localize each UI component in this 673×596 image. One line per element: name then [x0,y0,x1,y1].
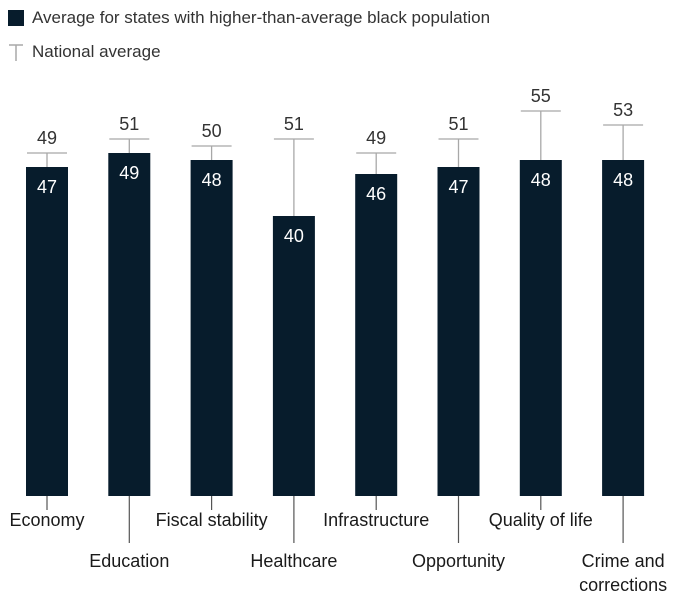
bar-value-label-economy: 47 [37,177,57,197]
legend-swatch-bar [8,10,24,26]
category-label-quality-of-life: Quality of life [489,510,593,530]
legend-item-state-average: Average for states with higher-than-aver… [8,7,490,29]
legend-label-national-average: National average [32,42,161,61]
category-label-healthcare: Healthcare [250,551,337,571]
legend-label-state-average: Average for states with higher-than-aver… [32,8,491,27]
category-label-crime-and-corrections-line1: Crime and [582,551,665,571]
legend-item-national-average: National average [8,41,490,63]
legend-marker-tee-icon [9,44,23,61]
bar-healthcare [272,216,315,496]
national-average-label-crime-and-corrections: 53 [613,100,633,120]
category-label-economy: Economy [9,510,84,530]
national-average-label-healthcare: 51 [284,114,304,134]
bar-value-label-healthcare: 40 [284,226,304,246]
bar-economy [26,167,68,496]
bar-education [108,153,151,496]
category-label-infrastructure: Infrastructure [323,510,429,530]
bar-crime-and-corrections [602,160,645,496]
bar-value-label-opportunity: 47 [448,177,468,197]
national-average-label-infrastructure: 49 [366,128,386,148]
legend: Average for states with higher-than-aver… [8,7,490,63]
national-average-label-opportunity: 51 [448,114,468,134]
bar-value-label-fiscal-stability: 48 [202,170,222,190]
national-average-label-education: 51 [119,114,139,134]
bar-quality-of-life [519,160,562,496]
national-average-label-fiscal-stability: 50 [202,121,222,141]
bar-infrastructure [355,174,398,496]
category-label-education: Education [89,551,169,571]
category-label-opportunity: Opportunity [412,551,505,571]
bar-value-label-crime-and-corrections: 48 [613,170,633,190]
national-average-label-quality-of-life: 55 [531,86,551,106]
category-label-fiscal-stability: Fiscal stability [156,510,268,530]
bar-value-label-quality-of-life: 48 [531,170,551,190]
bar-opportunity [437,167,480,496]
category-label-crime-and-corrections-line2: corrections [579,575,667,595]
national-average-label-economy: 49 [37,128,57,148]
bar-value-label-education: 49 [119,163,139,183]
bar-fiscal-stability [190,160,233,496]
bar-value-label-infrastructure: 46 [366,184,386,204]
